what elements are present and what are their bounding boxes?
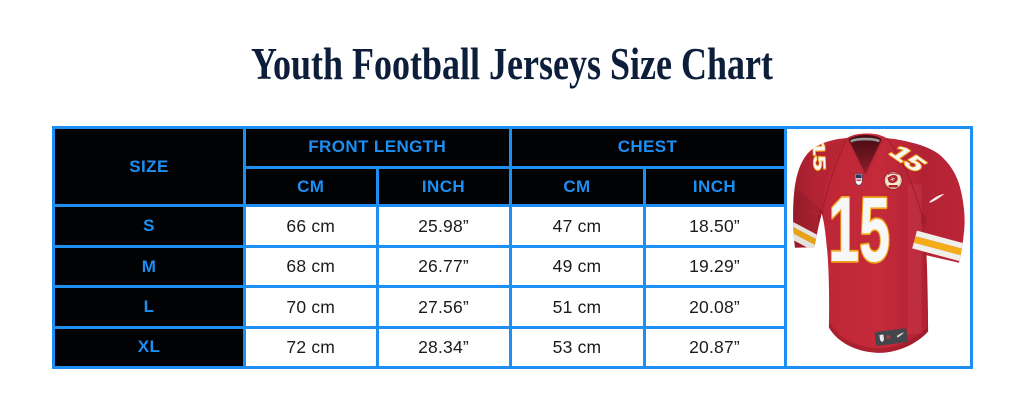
cell-m-front-cm: 68 cm <box>246 247 376 286</box>
jersey-image-cell: 15 15 <box>786 129 970 366</box>
row-xl-size-label: XL <box>55 328 243 366</box>
cell-xl-front-inch: 28.34” <box>378 328 509 366</box>
row-m-size-label: M <box>55 247 243 286</box>
left-shoulder-number: 15 <box>809 140 829 171</box>
subheader-chest-cm: CM <box>511 168 643 205</box>
subheader-chest-inch: INCH <box>645 168 784 205</box>
jersey-image: 15 15 <box>792 133 965 353</box>
right-sleeve-stripes <box>911 230 965 262</box>
subheader-front-cm: CM <box>246 168 376 205</box>
cell-s-chest-inch: 18.50” <box>645 207 784 245</box>
cell-l-front-inch: 27.56” <box>378 288 509 326</box>
cell-xl-front-cm: 72 cm <box>246 328 376 366</box>
row-l-size-label: L <box>55 288 243 326</box>
cell-l-front-cm: 70 cm <box>246 288 376 326</box>
cell-l-chest-inch: 20.08” <box>645 288 784 326</box>
nfl-shield-icon <box>854 173 862 186</box>
cell-m-front-inch: 26.77” <box>378 247 509 286</box>
cell-l-chest-cm: 51 cm <box>511 288 643 326</box>
page-title: Youth Football Jerseys Size Chart <box>251 39 773 89</box>
jersey-collar <box>845 135 884 176</box>
cell-s-chest-cm: 47 cm <box>511 207 643 245</box>
header-chest: CHEST <box>511 129 784 166</box>
jock-tag <box>874 328 908 346</box>
cell-m-chest-cm: 49 cm <box>511 247 643 286</box>
cell-s-front-inch: 25.98” <box>378 207 509 245</box>
size-chart-table: SIZE FRONT LENGTH CHEST CM INCH CM INCH … <box>52 126 973 369</box>
collar-tape <box>849 137 880 143</box>
row-s-size-label: S <box>55 207 243 245</box>
chest-number: 15 <box>828 179 890 281</box>
cell-s-front-cm: 66 cm <box>246 207 376 245</box>
team-patch-icon <box>883 170 903 190</box>
cell-xl-chest-cm: 53 cm <box>511 328 643 366</box>
nike-swoosh-icon <box>928 193 945 203</box>
header-front-length: FRONT LENGTH <box>246 129 509 166</box>
cell-m-chest-inch: 19.29” <box>645 247 784 286</box>
cell-xl-chest-inch: 20.87” <box>645 328 784 366</box>
subheader-front-inch: INCH <box>378 168 509 205</box>
header-size: SIZE <box>55 129 243 205</box>
